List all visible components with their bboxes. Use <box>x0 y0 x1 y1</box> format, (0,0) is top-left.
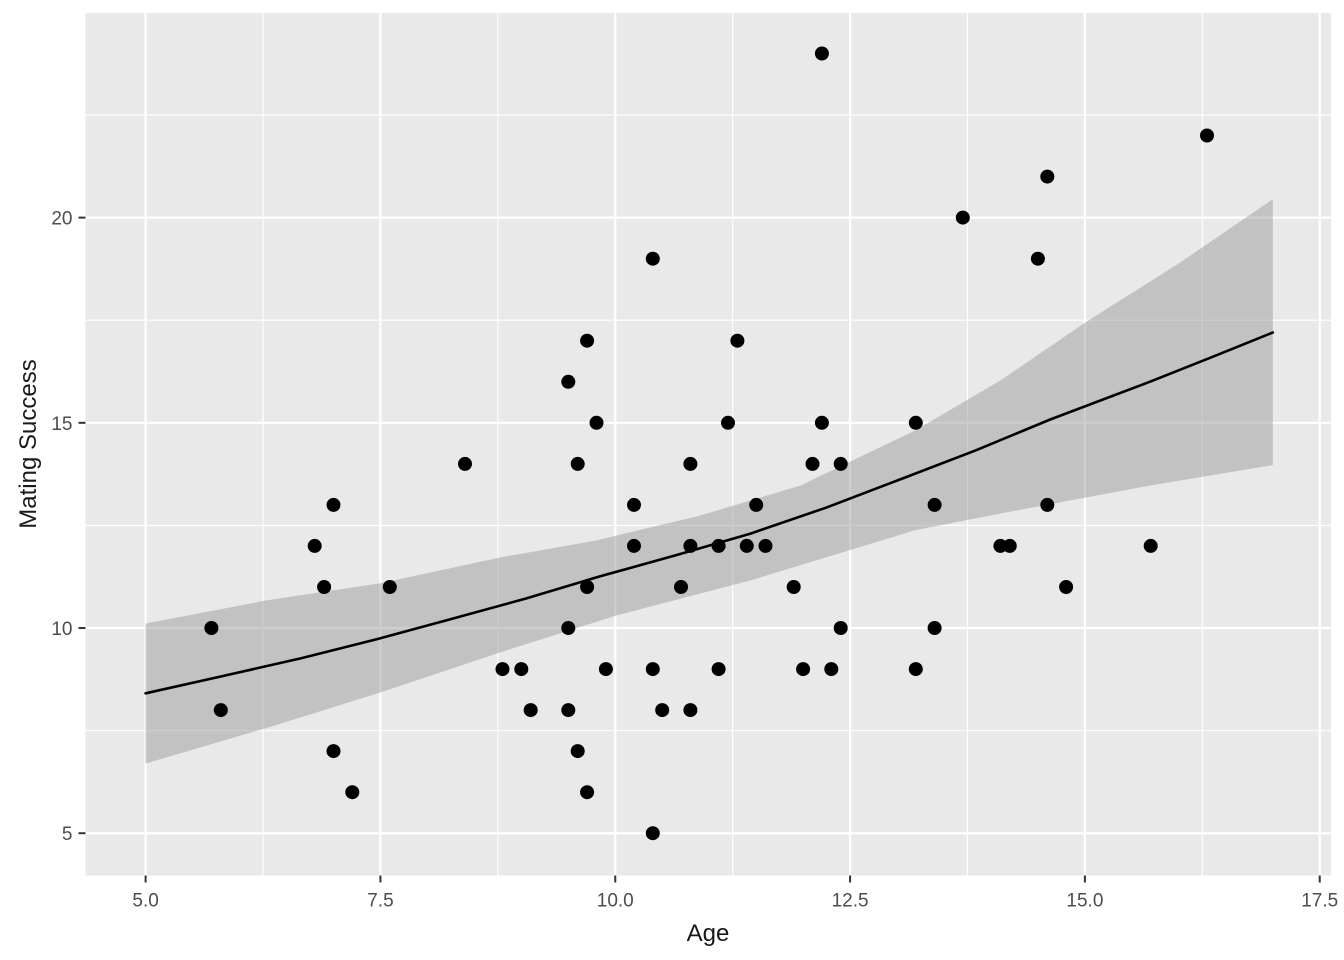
x-tick-label: 17.5 <box>1301 891 1338 912</box>
data-point <box>1040 497 1055 512</box>
data-point <box>382 580 397 594</box>
data-point <box>814 46 829 61</box>
data-point <box>683 538 698 553</box>
data-point <box>627 497 641 512</box>
data-point <box>833 621 848 635</box>
data-point <box>711 662 726 677</box>
data-point <box>523 703 538 718</box>
data-point <box>627 538 641 553</box>
axes: 5.0 7.5 10.0 12.5 15.0 17.5 5 10 15 20 <box>51 209 1338 912</box>
data-point <box>683 456 698 471</box>
x-axis-title: Age <box>687 920 730 947</box>
y-tick-label: 15 <box>51 414 72 435</box>
y-tick-label: 10 <box>51 619 72 640</box>
data-point <box>814 415 829 430</box>
data-point <box>1002 538 1017 553</box>
data-point <box>307 538 322 553</box>
data-point <box>589 415 604 430</box>
data-point <box>711 538 726 553</box>
data-point <box>833 456 848 471</box>
data-point <box>824 662 839 677</box>
data-point <box>683 703 698 718</box>
x-tick-label: 5.0 <box>132 891 158 912</box>
data-point <box>739 538 754 553</box>
data-point <box>927 621 942 635</box>
data-point <box>749 497 764 512</box>
data-point <box>674 580 688 594</box>
data-point <box>955 210 970 225</box>
data-point <box>598 662 613 677</box>
data-point <box>561 703 576 718</box>
data-point <box>721 415 735 430</box>
data-point <box>805 456 820 471</box>
plot-panel <box>85 11 1331 876</box>
data-point <box>561 621 576 635</box>
data-point <box>495 662 510 677</box>
y-tick-label: 5 <box>62 824 73 845</box>
x-tick-label: 7.5 <box>367 891 393 912</box>
data-point <box>730 333 745 348</box>
y-tick-label: 20 <box>51 209 72 230</box>
data-point <box>514 662 529 677</box>
panel-background <box>85 12 1331 876</box>
x-tick-label: 15.0 <box>1066 891 1103 912</box>
confidence-ribbon <box>145 199 1273 764</box>
data-point <box>1200 128 1214 143</box>
data-point <box>645 662 660 677</box>
data-point <box>580 333 595 348</box>
data-point <box>1030 251 1045 266</box>
data-point <box>345 785 360 800</box>
data-point <box>786 580 801 594</box>
y-axis-title: Mating Success <box>15 359 42 528</box>
data-point <box>908 415 923 430</box>
data-point <box>1040 169 1055 184</box>
data-point <box>927 497 942 512</box>
data-point <box>645 826 660 841</box>
data-point <box>570 456 585 471</box>
data-point <box>580 785 595 800</box>
data-point <box>213 703 228 718</box>
data-point <box>317 580 332 594</box>
data-point <box>1059 580 1074 594</box>
data-point <box>326 497 341 512</box>
data-point <box>458 456 472 471</box>
data-point <box>796 662 811 677</box>
data-point <box>758 538 773 553</box>
data-point <box>326 744 341 759</box>
data-point <box>655 703 670 718</box>
data-point <box>645 251 660 266</box>
data-point <box>908 662 923 677</box>
data-point <box>1143 538 1158 553</box>
x-tick-label: 10.0 <box>597 891 634 912</box>
data-point <box>204 621 219 635</box>
data-point <box>570 744 585 759</box>
data-point <box>580 580 595 594</box>
x-tick-label: 12.5 <box>832 891 869 912</box>
data-point <box>561 374 576 389</box>
